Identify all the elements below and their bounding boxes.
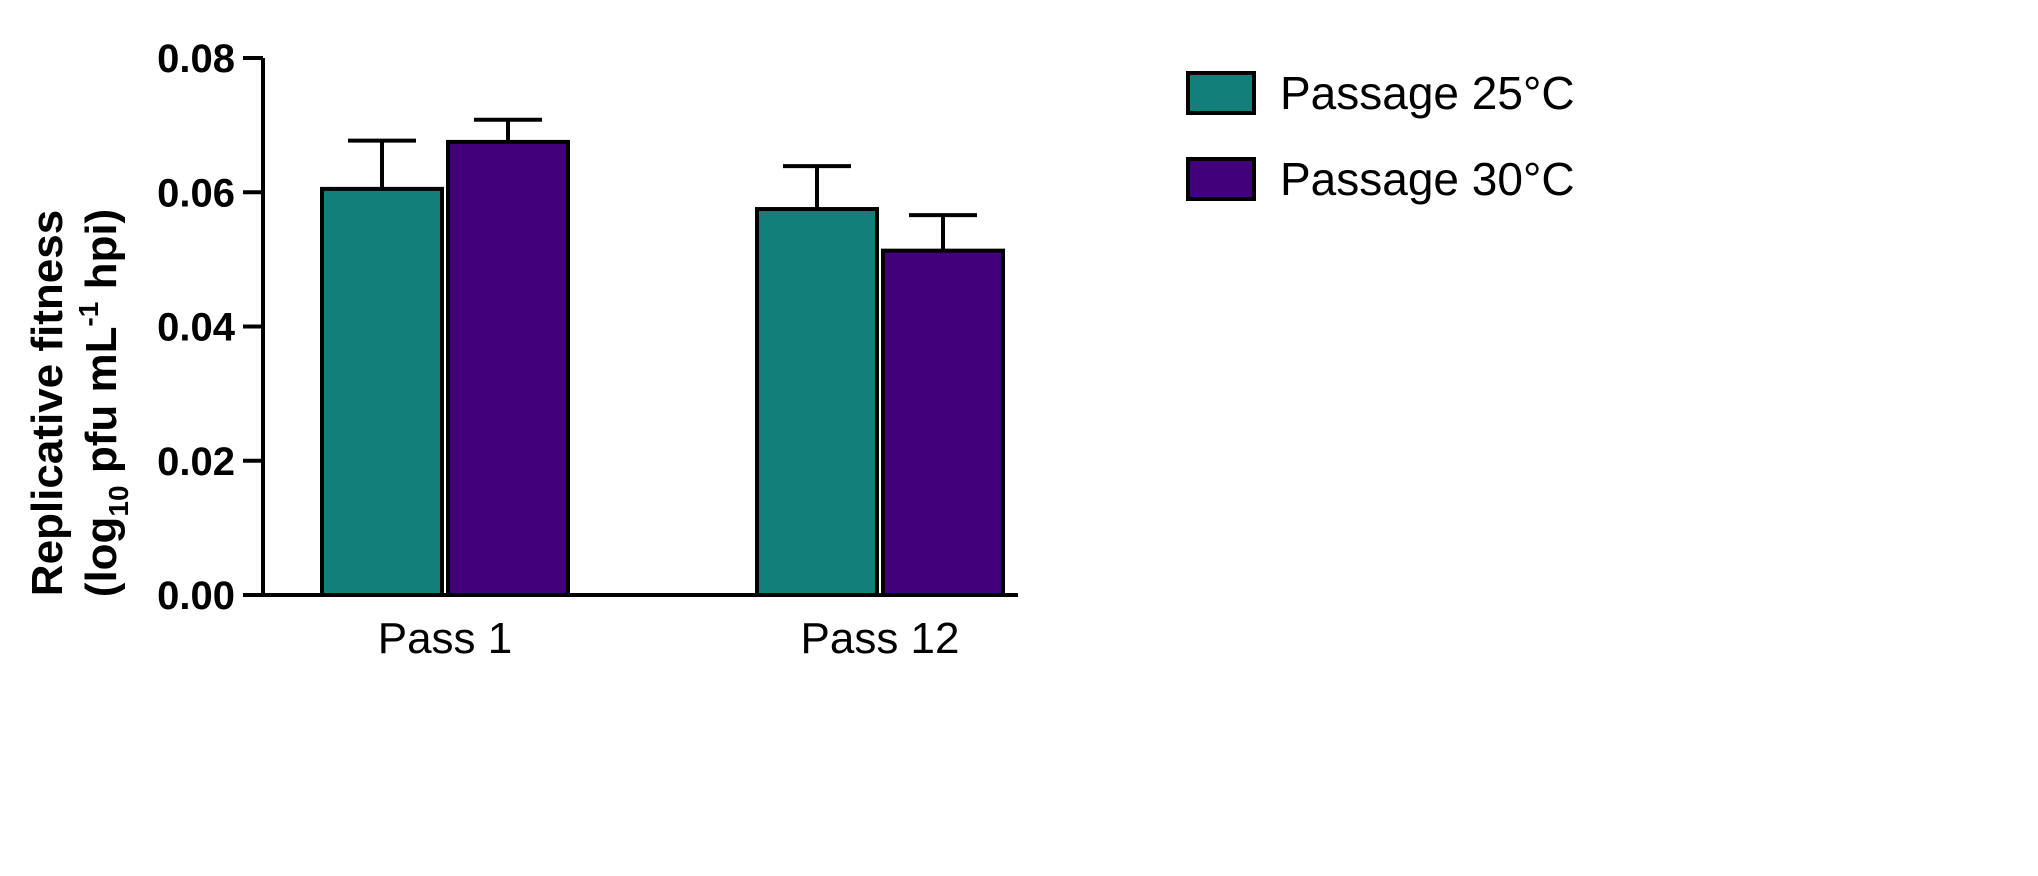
x-category-label: Pass 12	[801, 614, 960, 663]
y-tick-label: 0.00	[157, 574, 235, 618]
y-axis-title: Replicative fitness (log10 pfu mL-1 hpi)	[23, 209, 134, 597]
legend-label: Passage 25°C	[1280, 67, 1575, 119]
y-axis-title-line2: (log10 pfu mL-1 hpi)	[73, 209, 134, 597]
bars-group	[320, 117, 1005, 598]
bar	[446, 139, 570, 597]
x-categories-group: Pass 1 Pass 12	[378, 614, 960, 663]
y-tick-label: 0.06	[157, 171, 235, 215]
y-axis-title-suffix: hpi)	[77, 209, 126, 302]
bar	[755, 207, 879, 597]
y-axis-title-line1: Replicative fitness	[23, 210, 72, 596]
y-axis-title-prefix: (log	[77, 517, 126, 598]
y-axis-title-subscript: 10	[103, 485, 134, 516]
legend-swatch	[1186, 71, 1256, 115]
bar	[881, 248, 1005, 597]
y-tick-label: 0.02	[157, 440, 235, 484]
legend: Passage 25°C Passage 30°C	[1186, 67, 1575, 205]
x-category-label: Pass 1	[378, 614, 513, 663]
bar	[320, 186, 444, 598]
legend-label: Passage 30°C	[1280, 153, 1575, 205]
y-tick-label: 0.04	[157, 306, 236, 350]
y-ticks-group: 0.00 0.02 0.04 0.06 0.08	[157, 37, 263, 618]
y-tick-label: 0.08	[157, 37, 235, 81]
y-axis-title-mid: pfu mL	[77, 327, 126, 486]
y-axis-title-superscript: -1	[73, 302, 104, 327]
legend-swatch	[1186, 157, 1256, 201]
